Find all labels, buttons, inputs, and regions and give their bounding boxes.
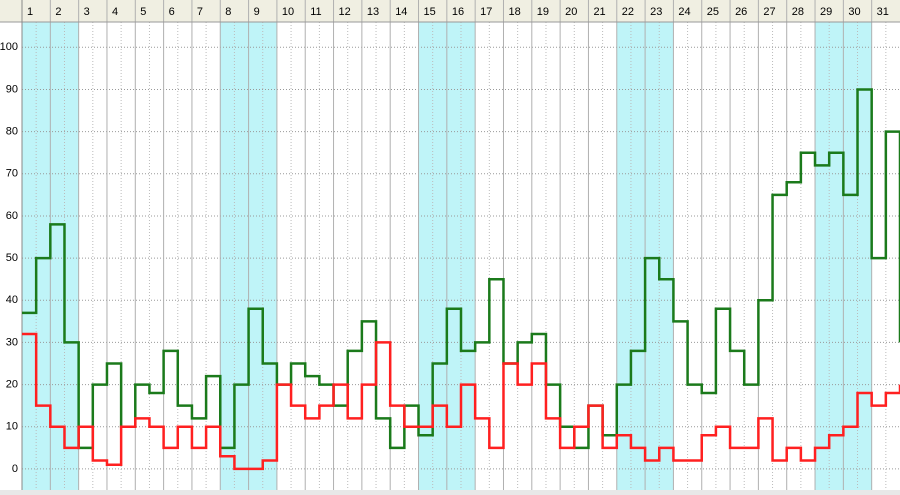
x-tick-label: 5 [140, 6, 146, 18]
x-tick-label: 3 [84, 6, 90, 18]
x-tick-label: 23 [650, 6, 662, 18]
y-tick-label: 60 [6, 210, 18, 222]
x-tick-label: 17 [480, 6, 492, 18]
x-tick-label: 2 [55, 6, 61, 18]
y-tick-label: 70 [6, 168, 18, 180]
x-tick-label: 16 [452, 6, 464, 18]
x-tick-label: 11 [310, 6, 321, 18]
series-line [22, 332, 900, 471]
x-tick-label: 8 [225, 6, 231, 18]
y-tick-label: 0 [12, 463, 18, 475]
x-tick-label: 24 [678, 6, 690, 18]
x-tick-label: 14 [395, 6, 407, 18]
series-line [22, 88, 900, 450]
y-tick-label: 80 [6, 126, 18, 138]
x-tick-label: 31 [877, 6, 889, 18]
y-tick-label: 10 [6, 421, 18, 433]
x-tick-label: 6 [169, 6, 175, 18]
y-tick-label: 90 [6, 83, 18, 95]
x-tick-label: 7 [197, 6, 203, 18]
x-tick-label: 22 [622, 6, 634, 18]
y-tick-label: 100 [0, 41, 18, 53]
y-tick-label: 50 [6, 252, 18, 264]
x-tick-label: 20 [565, 6, 577, 18]
footer [0, 490, 900, 495]
x-tick-label: 25 [707, 6, 719, 18]
x-tick-label: 15 [424, 6, 436, 18]
x-tick-label: 13 [367, 6, 379, 18]
x-tick-label: 1 [27, 6, 33, 18]
x-tick-label: 21 [593, 6, 605, 18]
x-tick-label: 27 [763, 6, 775, 18]
x-tick-label: 18 [508, 6, 520, 18]
y-tick-label: 20 [6, 379, 18, 391]
x-tick-label: 29 [820, 6, 832, 18]
x-tick-label: 30 [848, 6, 860, 18]
y-tick-label: 30 [6, 336, 18, 348]
x-tick-label: 10 [282, 6, 294, 18]
x-tick-label: 12 [339, 6, 351, 18]
x-tick-label: 26 [735, 6, 747, 18]
x-tick-label: 28 [792, 6, 804, 18]
x-tick-label: 19 [537, 6, 549, 18]
header [0, 0, 900, 22]
x-tick-label: 9 [254, 6, 260, 18]
x-tick-label: 4 [112, 6, 118, 18]
y-tick-label: 40 [6, 294, 18, 306]
